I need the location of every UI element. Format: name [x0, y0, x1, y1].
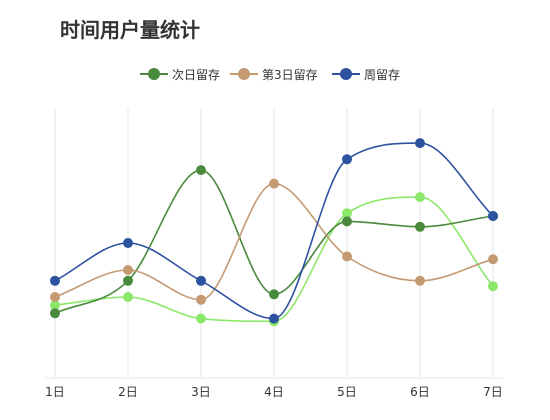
- x-axis-ticks: 1日 2日 3日 4日 5日 6日 7日: [45, 385, 503, 399]
- legend-item[interactable]: 周留存: [332, 64, 400, 84]
- data-point: [488, 211, 498, 221]
- data-point: [342, 251, 352, 262]
- legend-label: 第3日留存: [262, 67, 318, 82]
- data-point: [123, 275, 133, 286]
- legend-label: 周留存: [364, 67, 401, 82]
- data-point: [415, 138, 425, 149]
- data-point: [196, 275, 206, 286]
- data-point: [123, 292, 133, 302]
- legend-swatch: [332, 67, 360, 81]
- data-point: [123, 265, 133, 275]
- legend-item[interactable]: 第3日留存: [230, 64, 318, 84]
- data-point: [488, 254, 498, 265]
- data-point: [415, 221, 425, 232]
- x-tick-label: 1日: [45, 385, 65, 399]
- series-3: [50, 138, 498, 324]
- series-2: [50, 178, 498, 305]
- legend-swatch: [230, 67, 258, 81]
- data-point: [342, 216, 352, 227]
- x-tick-label: 3日: [191, 385, 211, 399]
- x-tick-label: 6日: [410, 385, 430, 399]
- x-tick-label: 4日: [264, 385, 284, 399]
- data-point: [50, 300, 60, 311]
- legend-swatch: [140, 67, 168, 81]
- data-point: [50, 275, 60, 286]
- legend: 次日留存 第3日留存 周留存: [0, 64, 550, 84]
- data-point: [50, 308, 60, 319]
- legend-item[interactable]: 次日留存: [140, 64, 220, 84]
- data-point: [342, 208, 352, 219]
- data-point: [488, 281, 498, 292]
- x-tick-label: 7日: [483, 385, 503, 399]
- legend-label: 次日留存: [172, 67, 221, 82]
- chart-title: 时间用户量统计: [60, 18, 200, 42]
- data-point: [196, 294, 206, 305]
- data-point: [50, 292, 60, 302]
- x-tick-label: 2日: [118, 385, 138, 399]
- data-point: [123, 238, 133, 248]
- data-point: [269, 313, 279, 324]
- data-point: [196, 313, 206, 324]
- data-point: [196, 165, 206, 176]
- data-point: [415, 275, 425, 286]
- data-point: [342, 154, 352, 165]
- data-point: [269, 178, 279, 189]
- data-point: [269, 289, 279, 300]
- data-point: [415, 192, 425, 203]
- x-tick-label: 5日: [337, 385, 357, 399]
